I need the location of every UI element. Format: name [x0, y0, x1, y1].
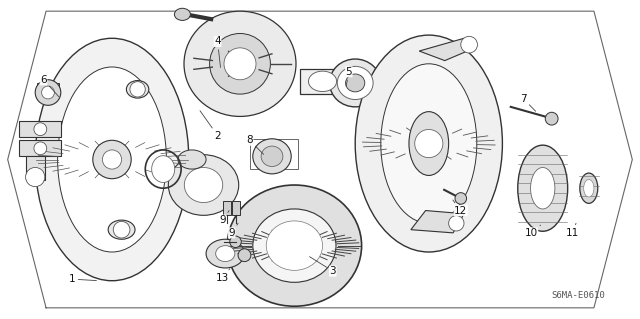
Ellipse shape [253, 139, 291, 174]
Ellipse shape [224, 48, 256, 80]
Bar [26, 156, 45, 180]
Ellipse shape [184, 11, 296, 116]
Text: 2: 2 [200, 111, 221, 141]
Ellipse shape [127, 80, 148, 98]
Circle shape [545, 112, 558, 125]
Ellipse shape [355, 35, 502, 252]
Ellipse shape [35, 38, 189, 281]
Ellipse shape [308, 71, 337, 92]
Ellipse shape [337, 66, 373, 100]
Bar [37, 83, 59, 89]
Ellipse shape [152, 156, 175, 182]
Text: 5: 5 [346, 67, 352, 86]
Text: 1: 1 [68, 274, 97, 284]
Circle shape [461, 36, 477, 53]
Ellipse shape [409, 112, 449, 175]
Ellipse shape [584, 179, 594, 197]
Circle shape [26, 167, 45, 187]
Ellipse shape [184, 167, 223, 203]
Text: 12: 12 [453, 200, 467, 216]
Ellipse shape [346, 74, 365, 92]
Bar [232, 201, 240, 215]
Ellipse shape [216, 246, 235, 262]
Circle shape [130, 82, 145, 97]
Circle shape [113, 221, 130, 238]
Circle shape [102, 150, 122, 169]
Circle shape [35, 80, 61, 105]
Circle shape [455, 193, 467, 204]
Circle shape [42, 86, 54, 99]
Ellipse shape [108, 220, 135, 239]
Text: 13: 13 [216, 269, 230, 283]
Circle shape [449, 216, 464, 231]
Ellipse shape [210, 33, 270, 94]
Ellipse shape [253, 209, 336, 282]
Ellipse shape [330, 59, 381, 107]
Ellipse shape [178, 150, 206, 169]
Ellipse shape [227, 185, 362, 306]
Text: 9: 9 [220, 211, 229, 225]
Ellipse shape [531, 167, 555, 209]
Text: 11: 11 [566, 223, 579, 238]
Ellipse shape [580, 173, 598, 204]
Ellipse shape [168, 155, 239, 215]
Circle shape [230, 236, 241, 248]
Text: 7: 7 [520, 94, 536, 111]
Circle shape [238, 249, 251, 262]
Bar [19, 121, 61, 137]
Text: 9: 9 [228, 223, 238, 238]
Circle shape [415, 130, 443, 158]
Bar [300, 69, 346, 94]
Text: 4: 4 [214, 36, 221, 67]
Bar [223, 201, 231, 215]
Ellipse shape [175, 8, 191, 20]
Circle shape [93, 140, 131, 179]
Bar [19, 140, 61, 156]
Circle shape [34, 142, 47, 155]
Text: 6: 6 [40, 75, 59, 97]
Ellipse shape [261, 146, 283, 167]
Ellipse shape [518, 145, 568, 231]
Ellipse shape [381, 64, 477, 223]
Circle shape [34, 123, 47, 136]
Text: 3: 3 [310, 257, 336, 276]
Text: 8: 8 [246, 135, 264, 154]
Text: S6MA-E0610: S6MA-E0610 [551, 291, 605, 300]
Bar [250, 139, 298, 169]
Ellipse shape [266, 221, 323, 270]
Ellipse shape [58, 67, 166, 252]
Text: 10: 10 [525, 225, 541, 238]
Polygon shape [411, 211, 464, 233]
Ellipse shape [206, 239, 244, 268]
Polygon shape [419, 38, 475, 61]
